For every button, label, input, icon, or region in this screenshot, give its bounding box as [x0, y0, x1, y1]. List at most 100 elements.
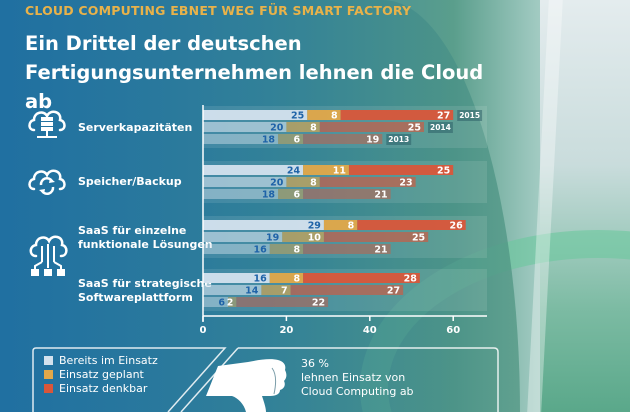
bar-einsatz-denkbar-2014 — [323, 232, 429, 242]
legend-label: Einsatz geplant — [59, 367, 144, 381]
bar-einsatz-geplant-2015 — [269, 273, 304, 283]
bar-value-label: 8 — [310, 178, 317, 189]
bar-einsatz-denkbar-2013 — [236, 297, 329, 307]
legend-swatch — [44, 369, 53, 379]
stat-text-line: lehnen Einsatz von — [301, 371, 406, 384]
bar-einsatz-denkbar-2015 — [303, 273, 420, 283]
bar-value-label: 8 — [293, 245, 300, 256]
bar-einsatz-denkbar-2013 — [303, 189, 391, 199]
x-tick-label: 20 — [279, 325, 293, 336]
legend-item-denkbar: Einsatz denkbar — [44, 381, 158, 395]
bar-value-label: 16 — [253, 274, 267, 285]
year-label: 2015 — [459, 111, 480, 120]
bar-einsatz-geplant-2015 — [307, 110, 341, 120]
bar-value-label: 7 — [281, 286, 288, 297]
bar-value-label: 11 — [333, 166, 346, 177]
bar-value-label: 18 — [262, 135, 276, 146]
category-label-line: SaaS für strategische — [78, 277, 212, 290]
x-tick-label: 60 — [446, 325, 460, 336]
bar-value-label: 25 — [412, 233, 425, 244]
year-label: 2014 — [430, 123, 451, 132]
category-label-line: funktionale Lösungen — [78, 238, 213, 251]
bar-value-label: 14 — [245, 286, 259, 297]
legend: Bereits im Einsatz Einsatz geplant Einsa… — [44, 353, 158, 395]
bar-value-label: 28 — [404, 274, 418, 285]
bar-einsatz-denkbar-2015 — [357, 220, 466, 230]
legend-item-geplant: Einsatz geplant — [44, 367, 158, 381]
bar-bereits-im-einsatz-2013 — [203, 134, 279, 144]
bar-einsatz-geplant-2014 — [261, 285, 291, 295]
legend-label: Bereits im Einsatz — [59, 353, 158, 367]
bar-einsatz-denkbar-2014 — [319, 122, 425, 132]
bar-bereits-im-einsatz-2015 — [203, 273, 270, 283]
bar-einsatz-geplant-2013 — [269, 244, 304, 254]
bar-value-label: 6 — [293, 135, 300, 146]
bar-bereits-im-einsatz-2015 — [203, 110, 308, 120]
kicker-title: CLOUD COMPUTING EBNET WEG FÜR SMART FACT… — [25, 3, 412, 18]
bar-value-label: 27 — [387, 286, 400, 297]
bar-einsatz-geplant-2014 — [286, 177, 320, 187]
bar-einsatz-geplant-2013 — [278, 189, 304, 199]
bar-einsatz-geplant-2015 — [303, 165, 349, 175]
category-label-line: SaaS für einzelne — [78, 224, 187, 237]
bar-value-label: 6 — [293, 190, 300, 201]
bar-einsatz-geplant-2014 — [286, 122, 320, 132]
bar-einsatz-denkbar-2014 — [319, 177, 416, 187]
bar-value-label: 22 — [312, 298, 325, 309]
bar-bereits-im-einsatz-2014 — [203, 285, 262, 295]
background-panel — [0, 0, 520, 412]
year-label: 2013 — [388, 135, 409, 144]
x-tick-label: 40 — [363, 325, 377, 336]
category-label-saas-einzelne: SaaS für einzelne funktionale Lösungen — [78, 224, 213, 252]
page-title: Ein Drittel der deutschen Fertigungsunte… — [25, 32, 484, 113]
bar-value-label: 24 — [287, 166, 301, 177]
bar-value-label: 19 — [266, 233, 279, 244]
bar-value-label: 8 — [331, 111, 338, 122]
bar-value-label: 26 — [449, 221, 463, 232]
bar-value-label: 10 — [308, 233, 322, 244]
bar-einsatz-geplant-2015 — [323, 220, 358, 230]
stat-text-line: Cloud Computing ab — [301, 385, 414, 398]
category-label-line: Softwareplattform — [78, 291, 193, 304]
year-label-bg — [457, 110, 483, 121]
bar-value-label: 25 — [291, 111, 304, 122]
legend-swatch — [44, 383, 53, 393]
bar-value-label: 16 — [253, 245, 267, 256]
bar-bereits-im-einsatz-2013 — [203, 297, 229, 307]
bar-value-label: 23 — [399, 178, 412, 189]
legend-swatch — [44, 355, 53, 365]
bar-einsatz-denkbar-2013 — [303, 134, 383, 144]
bar-bereits-im-einsatz-2014 — [203, 177, 287, 187]
bar-value-label: 20 — [270, 123, 284, 134]
bar-einsatz-geplant-2013 — [228, 297, 237, 307]
year-label-bg — [428, 122, 453, 133]
bar-value-label: 25 — [408, 123, 421, 134]
bar-bereits-im-einsatz-2013 — [203, 189, 279, 199]
bar-bereits-im-einsatz-2015 — [203, 165, 304, 175]
stat-value: 36 % — [301, 357, 329, 370]
bar-value-label: 18 — [262, 190, 276, 201]
cloud-sync-icon — [28, 169, 66, 195]
bar-einsatz-denkbar-2013 — [303, 244, 391, 254]
year-label-bg — [386, 134, 412, 145]
bar-einsatz-geplant-2014 — [282, 232, 324, 242]
bar-value-label: 2 — [227, 298, 234, 309]
bar-value-label: 8 — [293, 274, 300, 285]
bar-value-label: 25 — [437, 166, 450, 177]
bar-value-label: 27 — [437, 111, 450, 122]
bar-bereits-im-einsatz-2013 — [203, 244, 270, 254]
bar-einsatz-geplant-2013 — [278, 134, 304, 144]
category-label-speicher-backup: Speicher/Backup — [78, 175, 182, 189]
legend-label: Einsatz denkbar — [59, 381, 148, 395]
bar-value-label: 29 — [308, 221, 321, 232]
category-label-line: Speicher/Backup — [78, 175, 182, 188]
cloud-server-icon — [28, 110, 66, 138]
bar-value-label: 8 — [310, 123, 317, 134]
legend-item-bereits: Bereits im Einsatz — [44, 353, 158, 367]
bar-einsatz-denkbar-2015 — [348, 165, 454, 175]
bar-einsatz-denkbar-2014 — [290, 285, 404, 295]
category-label-line: Serverkapazitäten — [78, 121, 193, 134]
bar-value-label: 8 — [348, 221, 355, 232]
